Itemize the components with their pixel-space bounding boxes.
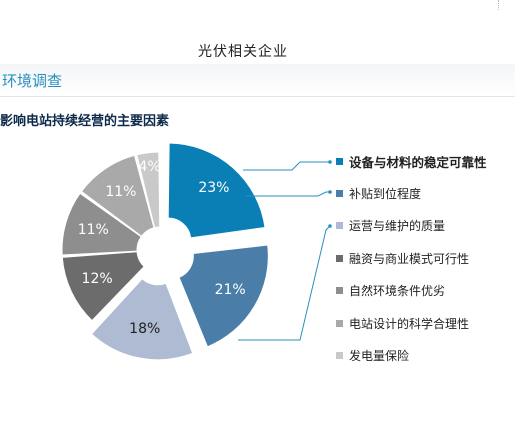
pie-slice: [178, 244, 269, 348]
legend-item: 设备与材料的稳定可靠性: [336, 152, 487, 171]
pie-slice: [80, 154, 155, 237]
legend-label: 电站设计的科学合理性: [349, 316, 470, 331]
leader-dot: [328, 190, 332, 194]
pie-slice: [136, 151, 161, 229]
legend-swatch: [336, 287, 343, 294]
pie-slice: [61, 192, 142, 256]
legend-label: 融资与商业模式可行性: [349, 251, 470, 266]
pie-slices: [61, 142, 269, 361]
legend-swatch: [336, 352, 343, 359]
slice-value-label: 4%: [138, 158, 161, 175]
legend-swatch: [336, 319, 343, 327]
legend-item: 融资与商业模式可行性: [336, 250, 469, 267]
slice-value-label: 11%: [105, 183, 137, 200]
leader-line: [238, 225, 331, 341]
slice-value-label: 18%: [129, 321, 161, 338]
pie-slice: [90, 278, 194, 361]
legend-item: 自然环境条件优劣: [336, 282, 445, 299]
page-title: 光伏相关企业: [198, 44, 288, 60]
legend-swatch: [336, 189, 343, 197]
legend-item: 发电量保险: [336, 347, 409, 364]
slice-value-label: 12%: [81, 270, 113, 287]
legend-label: 运营与维护的质量: [349, 219, 446, 233]
leader-line: [243, 161, 330, 171]
corner-mark: [498, 0, 499, 10]
legend-item: 电站设计的科学合理性: [336, 315, 469, 332]
leader-dot: [328, 224, 332, 228]
legend-label: 补贴到位程度: [349, 186, 422, 201]
legend-swatch: [336, 254, 343, 262]
legend-swatch: [336, 158, 343, 165]
leader-lines: [238, 160, 332, 341]
pie-slice: [167, 142, 266, 239]
legend-label: 发电量保险: [349, 349, 410, 363]
slice-value-label: 23%: [198, 179, 230, 196]
legend-item: 运营与维护的质量: [336, 217, 445, 234]
pie-slice: [61, 251, 145, 322]
chart-subtitle: 影响电站持续经营的主要因素: [0, 114, 170, 129]
section-divider: [0, 96, 515, 97]
section-band: [0, 64, 515, 96]
legend-label: 自然环境条件优劣: [349, 284, 446, 298]
legend-label: 设备与材料的稳定可靠性: [349, 155, 487, 170]
leader-line: [246, 191, 330, 197]
slice-value-label: 21%: [214, 282, 246, 299]
leader-dot: [328, 160, 332, 164]
slice-value-label: 11%: [77, 221, 109, 238]
section-title: 环境调查: [2, 72, 63, 90]
legend-item: 补贴到位程度: [336, 185, 421, 202]
legend-swatch: [336, 222, 343, 229]
